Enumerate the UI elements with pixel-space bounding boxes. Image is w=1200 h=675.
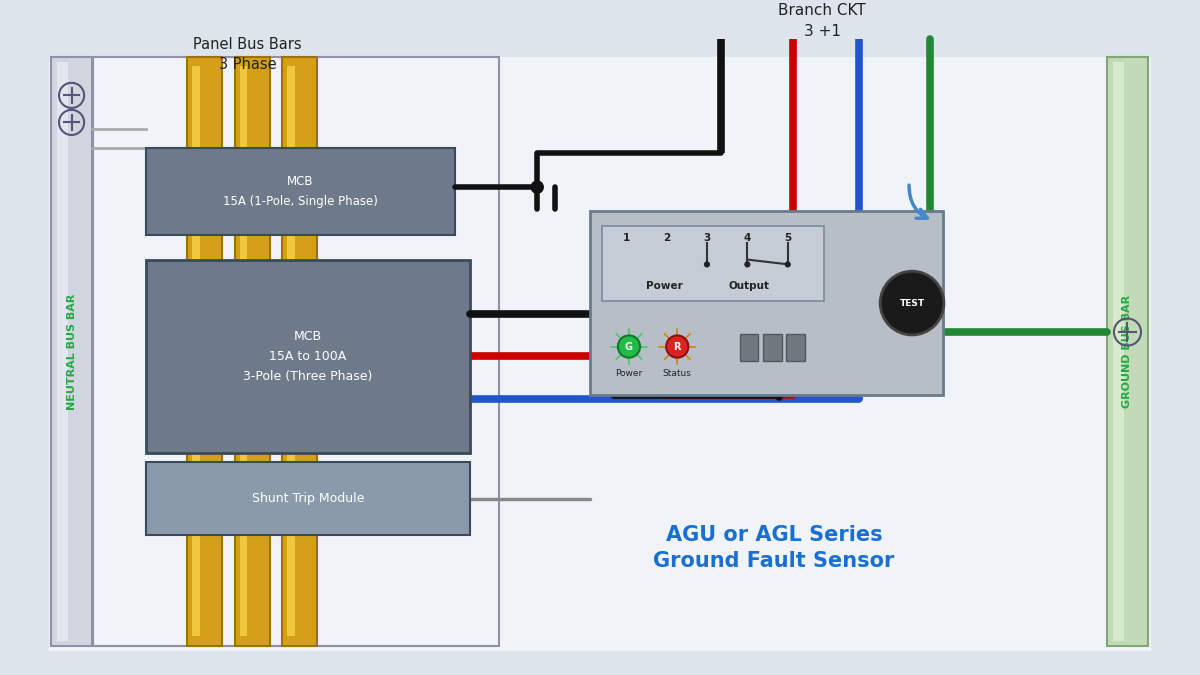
Text: Panel Bus Bars
3 Phase: Panel Bus Bars 3 Phase: [193, 37, 301, 72]
Bar: [192, 66, 200, 637]
Bar: [187, 57, 222, 646]
FancyArrowPatch shape: [910, 185, 928, 218]
Text: Branch CKT
3 +1: Branch CKT 3 +1: [779, 3, 866, 39]
Text: 1: 1: [623, 233, 630, 242]
Bar: [786, 334, 805, 361]
Bar: [282, 57, 317, 646]
Bar: [287, 66, 295, 637]
Text: MCB
15A to 100A
3-Pole (Three Phase): MCB 15A to 100A 3-Pole (Three Phase): [244, 329, 372, 383]
Text: NEUTRAL BUS BAR: NEUTRAL BUS BAR: [66, 293, 77, 410]
Bar: [92, 57, 498, 646]
Bar: [146, 260, 469, 453]
Bar: [590, 211, 943, 395]
Text: MCB
15A (1-Pole, Single Phase): MCB 15A (1-Pole, Single Phase): [223, 176, 378, 209]
Text: Shunt Trip Module: Shunt Trip Module: [252, 492, 364, 505]
Bar: [58, 61, 68, 641]
Text: Status: Status: [662, 369, 691, 378]
Bar: [763, 334, 781, 361]
Text: R: R: [673, 342, 682, 352]
Bar: [52, 57, 92, 646]
Bar: [740, 334, 758, 361]
Circle shape: [704, 261, 710, 267]
Bar: [240, 66, 247, 637]
Text: GROUND BUS BAR: GROUND BUS BAR: [1122, 295, 1133, 408]
Bar: [1108, 57, 1147, 646]
Text: Output: Output: [728, 281, 769, 292]
Circle shape: [744, 261, 750, 267]
Circle shape: [785, 261, 791, 267]
Circle shape: [666, 335, 689, 358]
Bar: [1112, 61, 1124, 641]
Text: 3: 3: [703, 233, 710, 242]
Circle shape: [530, 180, 544, 194]
Text: Power: Power: [616, 369, 643, 378]
Text: AGU or AGL Series
Ground Fault Sensor: AGU or AGL Series Ground Fault Sensor: [653, 525, 894, 571]
Text: 4: 4: [744, 233, 751, 242]
Text: 2: 2: [662, 233, 670, 242]
Circle shape: [880, 271, 944, 335]
Text: G: G: [625, 342, 632, 352]
Bar: [602, 225, 824, 301]
Text: Power: Power: [646, 281, 683, 292]
Bar: [146, 462, 469, 535]
Bar: [146, 148, 455, 236]
Bar: [235, 57, 270, 646]
Circle shape: [618, 335, 640, 358]
Text: TEST: TEST: [900, 298, 924, 308]
Text: 5: 5: [784, 233, 791, 242]
